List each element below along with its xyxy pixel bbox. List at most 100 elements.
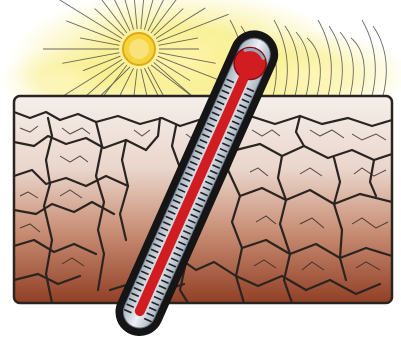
scale-tick xyxy=(229,125,238,131)
scale-tick xyxy=(151,301,160,307)
scale-tick xyxy=(170,257,179,263)
scale-tick xyxy=(153,295,162,301)
scale-tick xyxy=(206,122,215,128)
sun-ray xyxy=(157,13,229,43)
sun-ray xyxy=(140,0,144,30)
scale-tick xyxy=(201,133,210,139)
scale-tick xyxy=(182,230,191,235)
scale-tick xyxy=(226,78,235,84)
scale-tick xyxy=(126,303,135,309)
scale-tick xyxy=(246,87,255,93)
scale-tick xyxy=(234,114,243,120)
sun-ray xyxy=(81,62,125,101)
sun-ray xyxy=(147,66,167,101)
sun-ray xyxy=(158,37,199,46)
scale-tick xyxy=(165,215,174,221)
scale-tick xyxy=(167,210,176,215)
scale-tick xyxy=(158,284,167,290)
scale-tick xyxy=(189,160,198,166)
scale-tick xyxy=(178,241,187,246)
sun-ray xyxy=(134,0,138,30)
scale-tick xyxy=(157,232,166,237)
scale-tick xyxy=(200,191,208,197)
scale-tick xyxy=(143,264,152,270)
heat-line xyxy=(350,37,365,97)
scale-tick xyxy=(168,262,177,268)
sun-ray xyxy=(144,0,154,30)
heat-line xyxy=(361,19,376,97)
scale-tick xyxy=(223,84,232,89)
scale-tick xyxy=(172,199,181,204)
scale-tick xyxy=(155,237,164,243)
scale-tick xyxy=(140,270,149,276)
scale-tick xyxy=(143,317,152,323)
sun-ray xyxy=(66,20,121,43)
heat-line xyxy=(317,19,332,97)
heat-line xyxy=(295,31,310,97)
sun-ray xyxy=(158,52,216,64)
scale-tick xyxy=(170,204,179,210)
scale-tick xyxy=(187,219,196,224)
sun-ray xyxy=(94,8,125,36)
scale-tick xyxy=(138,275,147,281)
scale-tick xyxy=(175,193,184,199)
sun-ray xyxy=(150,64,198,101)
scale-tick xyxy=(192,208,201,213)
sun-ray xyxy=(150,0,177,34)
heat-line xyxy=(372,25,387,97)
sun-ray xyxy=(124,0,134,30)
scale-tick xyxy=(165,268,174,274)
scale-tick xyxy=(212,164,221,169)
sun-ray xyxy=(82,55,121,72)
sun-ray xyxy=(155,7,206,39)
sun-ray xyxy=(102,64,128,98)
sun-ray xyxy=(117,68,134,101)
scale-tick xyxy=(204,127,213,133)
scale-tick xyxy=(209,116,218,122)
scale-tick xyxy=(195,202,204,208)
sun-ray xyxy=(147,0,164,32)
scale-tick xyxy=(177,188,186,193)
scale-tick xyxy=(209,169,218,175)
heat-line xyxy=(306,37,321,97)
scale-tick xyxy=(160,226,169,232)
scale-tick xyxy=(136,281,144,287)
sun-ray xyxy=(62,52,120,64)
heat-line xyxy=(328,25,343,97)
scale-tick xyxy=(128,297,137,303)
scale-tick xyxy=(145,259,154,265)
scale-tick xyxy=(194,149,203,155)
scale-tick xyxy=(197,144,205,150)
scale-tick xyxy=(219,147,228,153)
scale-tick xyxy=(148,253,157,259)
scale-tick xyxy=(216,100,225,106)
scale-tick xyxy=(179,182,188,188)
scale-tick xyxy=(204,180,213,186)
scale-tick xyxy=(156,290,165,296)
scale-tick xyxy=(192,155,201,161)
thermometer-scale xyxy=(123,78,255,323)
scale-tick xyxy=(190,213,199,219)
sun-ray xyxy=(157,55,229,85)
scale-tick xyxy=(221,89,230,95)
scale-tick xyxy=(214,158,223,164)
scale-tick xyxy=(175,246,184,252)
scale-tick xyxy=(239,103,248,109)
scale-tick xyxy=(146,312,155,317)
scale-tick xyxy=(187,166,196,172)
heat-line xyxy=(273,19,288,97)
scale-tick xyxy=(218,95,227,100)
scale-tick xyxy=(133,286,142,292)
sun-ray xyxy=(155,59,191,81)
scale-tick xyxy=(131,292,140,298)
sun-ray xyxy=(144,68,161,101)
scale-tick xyxy=(185,224,194,230)
sun-ray xyxy=(153,62,197,101)
scale-tick xyxy=(199,138,208,144)
scale-tick xyxy=(221,142,230,148)
scale-tick xyxy=(162,221,171,226)
thermometer-icon xyxy=(115,30,279,336)
scale-tick xyxy=(217,153,226,159)
heat-line xyxy=(284,25,299,97)
scale-tick xyxy=(182,177,191,182)
